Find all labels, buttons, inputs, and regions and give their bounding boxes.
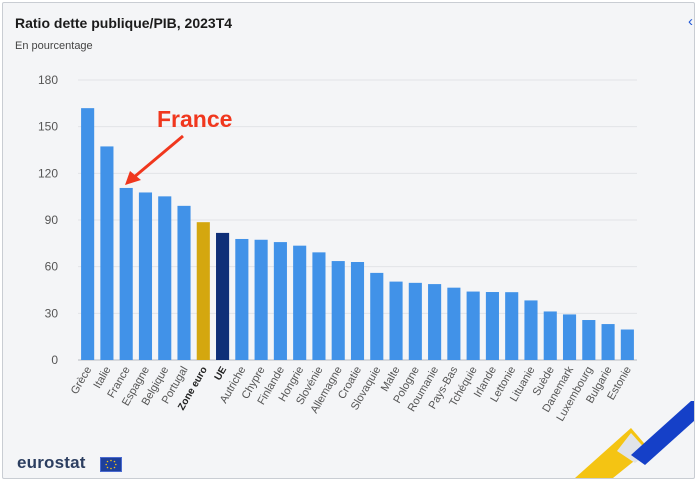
eurostat-logo: eurostat (17, 453, 86, 472)
bar-hongrie[interactable] (293, 245, 307, 360)
annotation-arrow-line (132, 134, 184, 180)
decorative-chevron (575, 401, 694, 478)
eu-flag-icon (100, 457, 122, 472)
bar-irlande[interactable] (485, 292, 499, 360)
y-tick-label: 60 (45, 260, 59, 274)
bar-finlande[interactable] (273, 242, 287, 360)
bars (81, 108, 634, 361)
bar-croatie[interactable] (350, 262, 365, 360)
bar-france[interactable] (119, 187, 133, 360)
bar-belgique[interactable] (158, 196, 172, 360)
y-tick-label: 150 (38, 120, 58, 134)
bar-espagne[interactable] (138, 192, 153, 360)
y-tick-label: 120 (38, 166, 58, 180)
chart-title: Ratio dette publique/PIB, 2023T4 (15, 15, 233, 31)
share-arrow-icon[interactable]: ‹ (688, 13, 693, 30)
annotation-arrow-head (125, 171, 141, 185)
bar-slovaquie[interactable] (370, 272, 384, 360)
bar-gr-ce[interactable] (81, 108, 95, 361)
bar-portugal[interactable] (177, 205, 191, 360)
y-tick-label: 30 (45, 306, 59, 320)
bar-luxembourg[interactable] (582, 320, 596, 360)
bar-slov-nie[interactable] (312, 252, 326, 360)
bar-tch-quie[interactable] (466, 291, 480, 360)
bar-lettonie[interactable] (505, 292, 519, 360)
bar-italie[interactable] (100, 146, 114, 360)
bar-estonie[interactable] (620, 329, 634, 360)
x-tick-label: Grèce (69, 365, 94, 397)
bar-pologne[interactable] (408, 282, 422, 360)
bar-roumanie[interactable] (428, 284, 442, 360)
bar-bulgarie[interactable] (601, 324, 615, 360)
bar-autriche[interactable] (235, 238, 249, 360)
bar-chart: 0 30 60 90 120 150 180 GrèceItalieFranceEspagn… (38, 73, 694, 478)
bar-pays-bas[interactable] (447, 287, 461, 360)
y-tick-label: 0 (51, 353, 58, 367)
y-tick-label: 90 (45, 213, 59, 227)
x-tick-label: UE (213, 365, 230, 383)
bar-su-de[interactable] (543, 311, 557, 360)
bar-malte[interactable] (389, 281, 403, 360)
bar-allemagne[interactable] (331, 261, 345, 360)
bar-ue[interactable] (216, 232, 230, 360)
y-tick-label: 180 (38, 73, 58, 87)
annotation-label: France (157, 106, 232, 132)
bar-danemark[interactable] (562, 314, 577, 360)
bar-chypre[interactable] (254, 239, 268, 360)
chart-subtitle: En pourcentage (15, 40, 93, 52)
bar-zone-euro[interactable] (196, 222, 210, 360)
x-axis-labels: GrèceItalieFranceEspagneBelgiquePortugal… (69, 364, 634, 423)
france-annotation: France (125, 106, 232, 185)
y-axis-ticks: 0 30 60 90 120 150 180 (38, 73, 58, 367)
bar-lituanie[interactable] (524, 300, 538, 360)
